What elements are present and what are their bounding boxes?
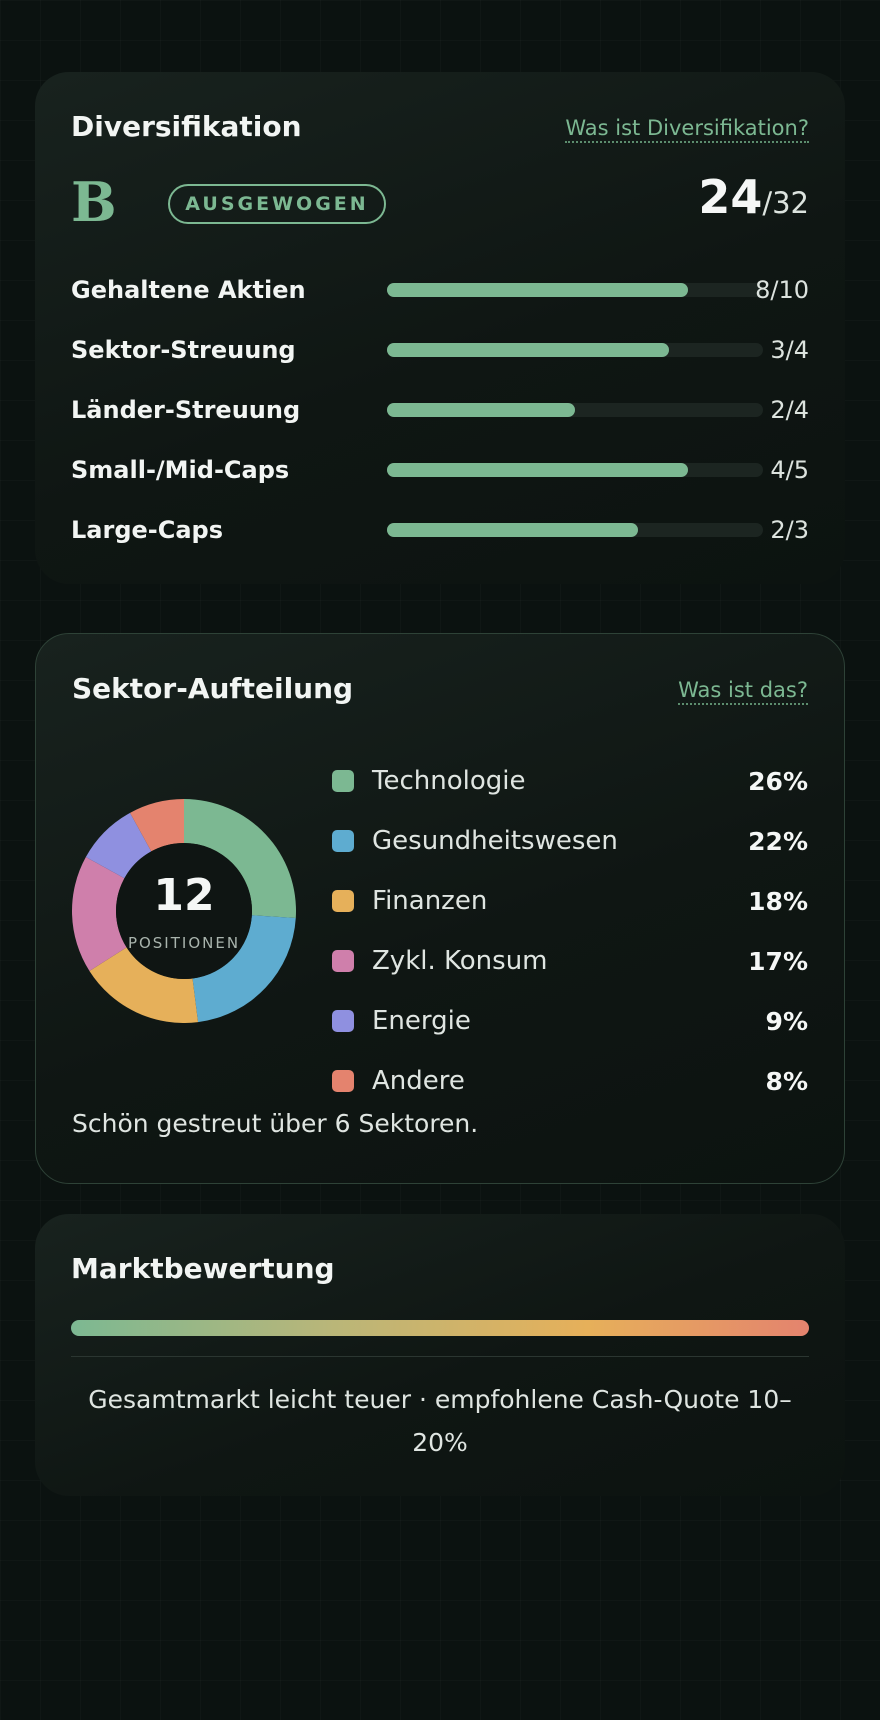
market-summary-text: Gesamtmarkt leicht teuer · empfohlene Ca…: [88, 1385, 792, 1457]
diversification-card: Diversifikation Was ist Diversifikation?…: [35, 72, 845, 584]
market-title: Marktbewertung: [71, 1252, 335, 1285]
metric-bar-fill: [387, 403, 575, 417]
legend-item-gesundheitswesen: Gesundheitswesen 22%: [332, 821, 808, 861]
metric-row: Gehaltene Aktien 8/10: [71, 270, 809, 310]
legend-item-energie: Energie 9%: [332, 1001, 808, 1041]
metric-row: Länder-Streuung 2/4: [71, 390, 809, 430]
metric-bar-fill: [387, 343, 669, 357]
sector-allocation-card: Sektor-Aufteilung Was ist das? 12 POSITI…: [35, 633, 845, 1184]
legend-name: Andere: [372, 1066, 465, 1096]
legend-swatch: [332, 770, 354, 792]
legend-name: Gesundheitswesen: [372, 826, 618, 856]
metric-bar-fill: [387, 523, 638, 537]
legend-percent: 22%: [748, 826, 808, 856]
metric-label: Gehaltene Aktien: [71, 276, 306, 304]
donut-slice-technologie: [184, 799, 296, 919]
positions-label: POSITIONEN: [127, 934, 241, 952]
legend-name: Zykl. Konsum: [372, 946, 548, 976]
legend-item-finanzen: Finanzen 18%: [332, 881, 808, 921]
legend-item-zykl-konsum: Zykl. Konsum 17%: [332, 941, 808, 981]
donut-slice-andere: [130, 799, 184, 852]
sector-summary-text: Schön gestreut über 6 Sektoren.: [72, 1109, 479, 1138]
market-valuation-card: Marktbewertung Gesamtmarkt leicht teuer …: [35, 1214, 845, 1496]
metric-bar-track: [387, 283, 763, 297]
diversification-score: 24 /32: [698, 170, 809, 224]
metric-bar-track: [387, 523, 763, 537]
donut-slice-finanzen: [89, 947, 199, 1023]
diversification-grade: B: [71, 170, 117, 234]
metric-row: Sektor-Streuung 3/4: [71, 330, 809, 370]
legend-name: Energie: [372, 1006, 471, 1036]
legend-swatch: [332, 1070, 354, 1092]
donut-hole: [116, 843, 252, 979]
sector-title: Sektor-Aufteilung: [72, 672, 354, 705]
legend-swatch: [332, 1010, 354, 1032]
legend-percent: 9%: [765, 1006, 808, 1036]
market-valuation-gradient-bar: [71, 1320, 809, 1336]
metric-value: 8/10: [755, 276, 809, 304]
legend-swatch: [332, 830, 354, 852]
metric-bar-track: [387, 343, 763, 357]
metric-bar-fill: [387, 283, 688, 297]
positions-count: 12: [153, 870, 215, 921]
metric-label: Länder-Streuung: [71, 396, 301, 424]
metric-bar-track: [387, 463, 763, 477]
legend-percent: 26%: [748, 766, 808, 796]
legend-item-andere: Andere 8%: [332, 1061, 808, 1101]
legend-percent: 17%: [748, 946, 808, 976]
metric-label: Sektor-Streuung: [71, 336, 296, 364]
diversification-badge: AUSGEWOGEN: [168, 184, 386, 224]
donut-slice-zykl-konsum: [72, 857, 127, 972]
market-divider: [71, 1356, 809, 1357]
sector-donut-chart: 12 POSITIONEN: [72, 799, 296, 1023]
metric-row: Large-Caps 2/3: [71, 510, 809, 550]
metric-row: Small-/Mid-Caps 4/5: [71, 450, 809, 490]
diversification-title: Diversifikation: [71, 110, 302, 143]
metric-value: 2/4: [770, 396, 809, 424]
metric-label: Large-Caps: [71, 516, 224, 544]
metric-value: 4/5: [770, 456, 809, 484]
score-value: 24: [698, 170, 763, 224]
legend-percent: 18%: [748, 886, 808, 916]
legend-name: Technologie: [372, 766, 526, 796]
metric-value: 3/4: [770, 336, 809, 364]
metric-bar-track: [387, 403, 763, 417]
score-max: /32: [762, 186, 809, 220]
legend-item-technologie: Technologie 26%: [332, 761, 808, 801]
diversification-help-link[interactable]: Was ist Diversifikation?: [565, 116, 809, 143]
donut-slice-gesundheitswesen: [192, 915, 296, 1023]
sector-help-link[interactable]: Was ist das?: [678, 678, 808, 705]
legend-name: Finanzen: [372, 886, 488, 916]
legend-swatch: [332, 950, 354, 972]
legend-percent: 8%: [765, 1066, 808, 1096]
metric-value: 2/3: [770, 516, 809, 544]
metric-label: Small-/Mid-Caps: [71, 456, 290, 484]
donut-slice-energie: [85, 812, 152, 879]
donut-center: 12 POSITIONEN: [72, 799, 296, 1023]
donut-svg: [72, 799, 296, 1023]
legend-swatch: [332, 890, 354, 912]
metric-bar-fill: [387, 463, 688, 477]
